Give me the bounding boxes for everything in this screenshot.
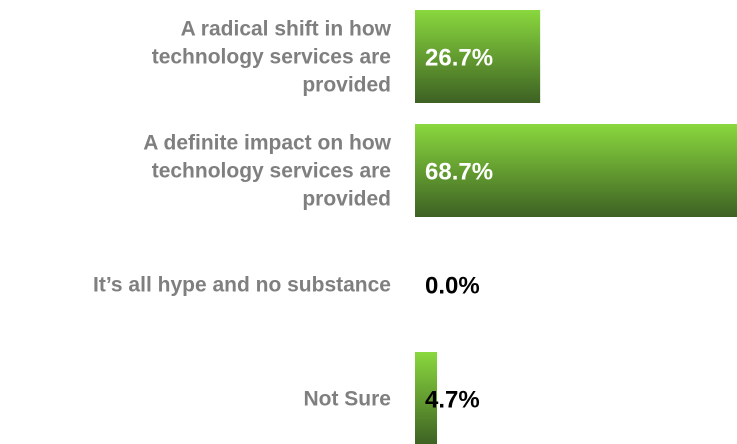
category-label-line: It’s all hype and no substance (93, 274, 391, 297)
category-label-line: provided (302, 188, 391, 211)
bars-layer (415, 10, 737, 444)
category-label-line: Not Sure (303, 388, 391, 411)
category-label-1: A radical shift in how technology service… (152, 18, 392, 97)
bar-1 (415, 10, 541, 103)
category-label-4: Not Sure (303, 388, 391, 411)
value-label-1: 26.7% (425, 45, 493, 72)
category-label-line: technology services are (152, 46, 391, 69)
category-label-line: provided (302, 74, 391, 97)
value-label-2: 68.7% (425, 159, 493, 186)
bar-2 (415, 124, 737, 217)
value-label-4: 4.7% (425, 387, 480, 414)
category-label-line: technology services are (152, 160, 391, 183)
category-label-line: A radical shift in how (181, 18, 392, 41)
category-label-2: A definite impact on how technology servi… (143, 132, 391, 211)
bar-4 (415, 352, 438, 444)
value-label-3: 0.0% (425, 273, 480, 300)
category-labels: A radical shift in how technology service… (93, 18, 392, 411)
category-label-3: It’s all hype and no substance (93, 274, 391, 297)
value-labels: 26.7% 68.7% 0.0% 4.7% (425, 45, 493, 414)
category-label-line: A definite impact on how (143, 132, 391, 155)
